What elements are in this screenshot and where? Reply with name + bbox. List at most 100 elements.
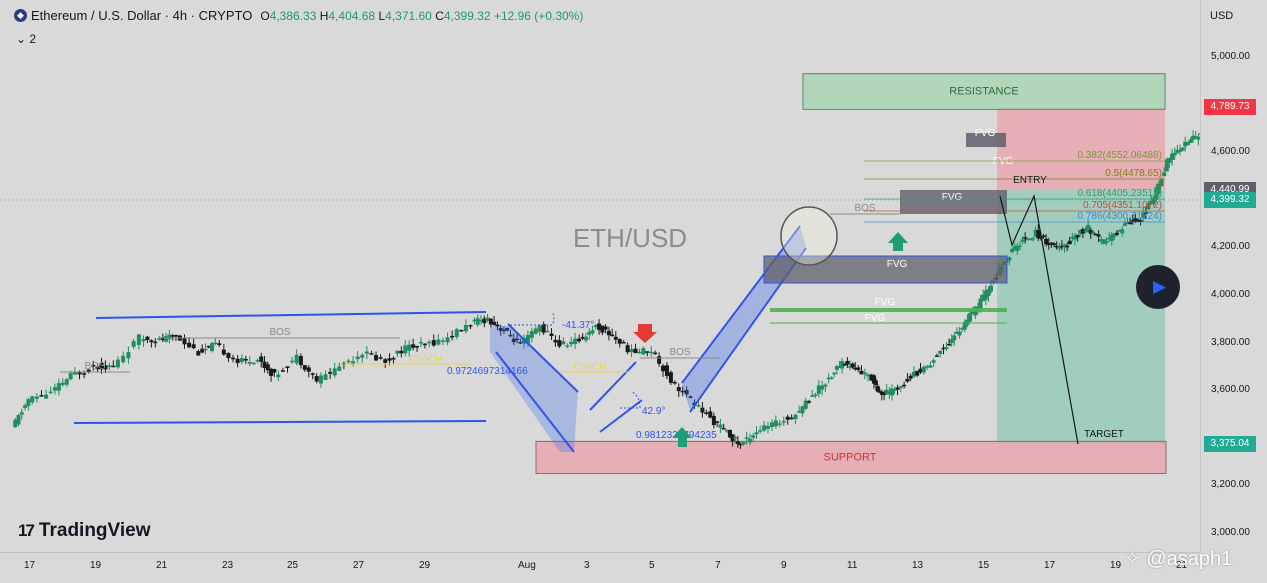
fvg-zone-entry <box>900 190 1007 214</box>
time-tick-label: 11 <box>847 560 858 571</box>
ohlc-values: O4,386.33 H4,404.68 L4,371.60 C4,399.32 … <box>260 9 583 23</box>
time-tick-label: 19 <box>90 560 102 571</box>
bos-label-1: BOS <box>84 361 105 372</box>
price-tag: 4,789.73 <box>1204 99 1256 116</box>
bos-label-4: BOS <box>854 203 875 214</box>
price-tick-label: 4,600.00 <box>1211 146 1250 158</box>
entry-label: ENTRY <box>1013 175 1047 186</box>
fib-label-5: 0.786(4300.71224) <box>1077 211 1162 222</box>
chart-canvas[interactable]: RESISTANCE SUPPORT ETH/USD -41.37° 42.9° 0.97… <box>0 0 1267 552</box>
price-tick-label: 3,600.00 <box>1211 384 1250 396</box>
tradingview-mark-icon: 17 <box>18 521 35 540</box>
close-label: C <box>435 8 444 23</box>
time-tick-label: 17 <box>1044 560 1056 571</box>
choch-label-1: ChoCH <box>410 354 443 365</box>
time-tick-label: 29 <box>419 560 431 571</box>
time-tick-label: 5 <box>649 560 655 571</box>
candle-body <box>111 365 116 368</box>
open-value: 4,386.33 <box>269 8 317 23</box>
low-value: 4,371.60 <box>385 8 432 23</box>
fib-label-4: 0.705(4351.1072) <box>1083 200 1162 211</box>
candle-body <box>459 330 464 332</box>
close-value: 4,399.32 <box>443 8 491 23</box>
indicators-toggle[interactable]: ⌄ 2 <box>16 32 37 46</box>
fvg-zone-large <box>763 255 1008 284</box>
chart-area[interactable]: RESISTANCE SUPPORT ETH/USD -41.37° 42.9° 0.97… <box>0 0 1267 552</box>
fvg-label-2: FVG <box>875 297 896 308</box>
green-arrow-icon-1 <box>672 427 692 447</box>
time-tick-label: 21 <box>156 560 168 571</box>
angle-marker-rising <box>620 391 641 409</box>
price-tag: 3,375.04 <box>1204 435 1256 452</box>
angle-label-rising: 42.9° <box>642 406 665 417</box>
time-tick-label: 9 <box>781 560 787 571</box>
falling-channel-lower <box>495 351 575 453</box>
time-tick-label: 15 <box>978 560 990 571</box>
support-label: SUPPORT <box>824 451 877 463</box>
fvg-label-3: FVG <box>865 313 886 324</box>
change-value: +12.96 (+0.30%) <box>493 8 584 23</box>
currency-label[interactable]: USD <box>1210 10 1234 22</box>
open-label: O <box>260 8 270 23</box>
falling-channel-upper <box>507 323 579 393</box>
bos-label-2: BOS <box>269 327 290 338</box>
time-tick-label: 27 <box>353 560 365 571</box>
rebound-line-upper <box>589 361 637 411</box>
high-label: H <box>319 8 329 23</box>
tradingview-logo[interactable]: 17 TradingView <box>18 520 151 542</box>
time-tick-label: 21 <box>1176 560 1188 571</box>
time-tick-label: Aug <box>518 560 536 571</box>
price-tag: 4,399.32 <box>1204 191 1256 208</box>
price-tick-label: 3,000.00 <box>1211 527 1250 538</box>
symbol-title[interactable]: Ethereum / U.S. Dollar · 4h · CRYPTO <box>31 8 253 23</box>
fvg-zone-top <box>966 133 1006 147</box>
fib-label-3: 0.618(4405.23512) <box>1077 188 1162 199</box>
time-tick-label: 13 <box>912 560 924 571</box>
target-label: TARGET <box>1084 429 1124 440</box>
range-bottom-line <box>73 420 487 424</box>
high-value: 4,404.68 <box>328 8 376 23</box>
rising-channel-upper <box>681 225 801 384</box>
fvg-line-green <box>770 308 1007 312</box>
choch-label-2: ChoCH <box>574 362 607 373</box>
angle-label-falling: -41.37° <box>562 320 594 331</box>
time-tick-label: 7 <box>715 560 721 571</box>
take-profit-zone <box>997 190 1165 444</box>
price-axis[interactable]: 5,000.00 4,600.00 4,200.00 4,000.00 3,800.00… <box>1200 0 1267 552</box>
watermark-text: @asaph1 <box>1146 548 1233 570</box>
brand-name: TradingView <box>38 520 151 541</box>
watermark: ✧ @asaph1 <box>1124 546 1232 571</box>
play-icon: ▶ <box>1152 277 1167 296</box>
price-tick-label: 4,000.00 <box>1211 289 1250 300</box>
projection-path <box>999 193 1079 445</box>
fib-label-1: 0.382(4552.06488) <box>1077 150 1162 161</box>
chart-title-watermark: ETH/USD <box>573 223 687 253</box>
low-label: L <box>378 8 386 23</box>
fvg-label-5: FVG <box>975 128 996 139</box>
fib-ratio-label-1: 0.9724697314166 <box>447 366 528 377</box>
stop-loss-zone <box>997 107 1165 191</box>
rebound-line-lower <box>599 399 643 433</box>
highlight-circle <box>780 206 838 266</box>
resistance-zone <box>802 73 1166 110</box>
fvg-label-1: FVG <box>887 259 908 270</box>
price-tick-label: 3,800.00 <box>1211 336 1250 348</box>
play-button[interactable]: ▶ <box>1136 265 1180 309</box>
symbol-header: ◆ Ethereum / U.S. Dollar · 4h · CRYPTO O… <box>14 8 583 23</box>
price-tick-label: 5,000.00 <box>1211 51 1250 62</box>
time-tick-label: 25 <box>287 560 299 571</box>
time-tick-label: 3 <box>584 560 590 571</box>
price-tick-label: 4,200.00 <box>1211 241 1250 253</box>
watermark-icon: ✧ <box>1124 548 1141 570</box>
time-tick-label: 23 <box>222 560 234 571</box>
resistance-label: RESISTANCE <box>949 86 1018 98</box>
time-tick-label: 17 <box>24 560 36 571</box>
red-arrow-icon <box>633 324 657 343</box>
time-tick-label: 19 <box>1110 560 1122 571</box>
support-zone <box>535 440 1167 474</box>
time-axis[interactable]: 17 19 21 23 25 27 29 Aug 3 5 7 9 11 13 15 17 19 21 <box>0 552 1200 583</box>
green-arrow-icon-2 <box>888 232 908 251</box>
fib-label-2: 0.5(4478.65) <box>1105 168 1162 179</box>
price-tick-label: 3,200.00 <box>1211 479 1250 491</box>
angle-marker-falling <box>510 311 555 326</box>
